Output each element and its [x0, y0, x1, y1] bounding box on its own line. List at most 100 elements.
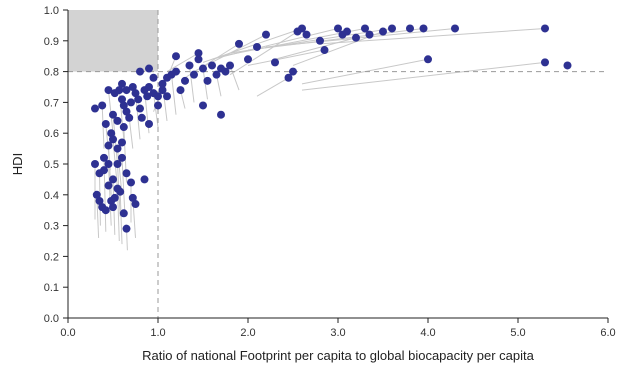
- data-point: [104, 181, 113, 190]
- y-axis-title: HDI: [10, 153, 25, 175]
- y-axis-ticks: 0.0 0.1 0.2 0.3 0.4 0.5 0.6 0.7 0.8 0.9 1.0: [44, 5, 68, 325]
- data-point: [334, 24, 342, 33]
- data-point: [109, 110, 117, 119]
- data-point: [388, 24, 396, 33]
- data-point: [127, 98, 135, 107]
- data-point: [194, 49, 203, 58]
- data-point: [95, 196, 104, 205]
- data-point: [101, 119, 110, 128]
- data-point: [122, 169, 131, 178]
- x-tick-label: 4.0: [420, 327, 435, 339]
- data-point: [119, 209, 128, 218]
- data-point: [122, 224, 131, 233]
- target-region: [68, 10, 158, 72]
- data-point: [100, 153, 108, 162]
- trend-line: [108, 163, 112, 226]
- data-point: [199, 101, 207, 110]
- data-point: [158, 79, 167, 88]
- data-point: [172, 52, 180, 61]
- data-point: [154, 101, 162, 110]
- x-tick-label: 3.0: [330, 327, 345, 339]
- data-point: [128, 83, 137, 91]
- data-point: [185, 61, 194, 70]
- data-point: [163, 92, 171, 101]
- data-point: [104, 86, 113, 95]
- data-point: [107, 129, 116, 138]
- y-tick-label: 0.9: [44, 36, 59, 48]
- trend-line: [274, 37, 357, 60]
- data-point: [136, 67, 144, 76]
- data-point: [379, 27, 387, 36]
- data-point: [118, 153, 126, 162]
- data-point: [176, 86, 185, 95]
- data-point: [91, 160, 99, 168]
- data-point: [203, 76, 212, 85]
- data-point: [563, 61, 572, 70]
- data-point: [298, 24, 306, 33]
- data-point: [113, 160, 122, 168]
- data-point: [110, 193, 119, 202]
- data-point: [406, 24, 414, 33]
- trend-line: [171, 74, 177, 115]
- data-point: [190, 70, 198, 79]
- data-point: [244, 55, 252, 64]
- trend-line: [189, 65, 195, 103]
- data-point: [109, 203, 117, 212]
- data-point: [137, 113, 146, 122]
- data-point: [289, 67, 297, 76]
- data-point: [118, 138, 126, 147]
- data-point: [115, 86, 124, 95]
- data-point: [100, 166, 108, 175]
- data-point: [149, 73, 158, 82]
- y-tick-label: 0.0: [44, 313, 59, 325]
- data-point: [541, 58, 549, 67]
- data-point: [143, 92, 152, 101]
- data-point: [199, 64, 207, 73]
- data-point: [154, 92, 162, 101]
- data-point: [118, 95, 126, 104]
- data-point: [104, 160, 113, 168]
- trend-line: [166, 52, 199, 73]
- trend-line: [247, 49, 325, 66]
- trend-line: [119, 191, 123, 245]
- data-point: [181, 76, 189, 85]
- data-point: [226, 61, 234, 70]
- trend-lines: [94, 27, 546, 251]
- data-point: [352, 33, 360, 42]
- data-point: [116, 187, 125, 196]
- data-point: [316, 36, 324, 45]
- data-point: [134, 95, 143, 104]
- data-point: [235, 39, 243, 48]
- data-point: [128, 193, 137, 202]
- trend-line: [117, 148, 123, 195]
- data-point: [145, 119, 153, 128]
- data-point: [113, 144, 122, 153]
- x-tick-label: 0.0: [60, 327, 75, 339]
- trend-line: [247, 27, 424, 51]
- data-point: [208, 61, 216, 70]
- data-point: [262, 30, 270, 39]
- data-point: [158, 86, 167, 95]
- data-point: [101, 206, 110, 215]
- data-point: [302, 30, 311, 39]
- trend-line: [153, 93, 159, 128]
- data-point: [113, 116, 122, 125]
- x-axis-title: Ratio of national Footprint per capita t…: [142, 348, 534, 363]
- data-point: [212, 70, 221, 79]
- data-point: [172, 67, 180, 76]
- data-point: [419, 24, 428, 33]
- data-point: [253, 42, 261, 51]
- trend-line: [256, 77, 289, 97]
- x-tick-label: 1.0: [150, 327, 165, 339]
- y-tick-label: 0.6: [44, 128, 59, 140]
- data-point: [122, 86, 131, 95]
- data-point: [119, 123, 128, 132]
- data-point: [145, 83, 153, 91]
- data-point: [125, 113, 134, 122]
- y-tick-label: 0.1: [44, 282, 59, 294]
- data-point: [365, 30, 374, 39]
- data-point: [217, 110, 225, 119]
- data-point: [131, 200, 140, 209]
- data-point: [136, 104, 144, 113]
